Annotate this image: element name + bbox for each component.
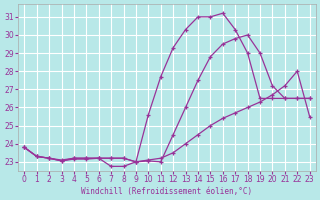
X-axis label: Windchill (Refroidissement éolien,°C): Windchill (Refroidissement éolien,°C) <box>81 187 252 196</box>
